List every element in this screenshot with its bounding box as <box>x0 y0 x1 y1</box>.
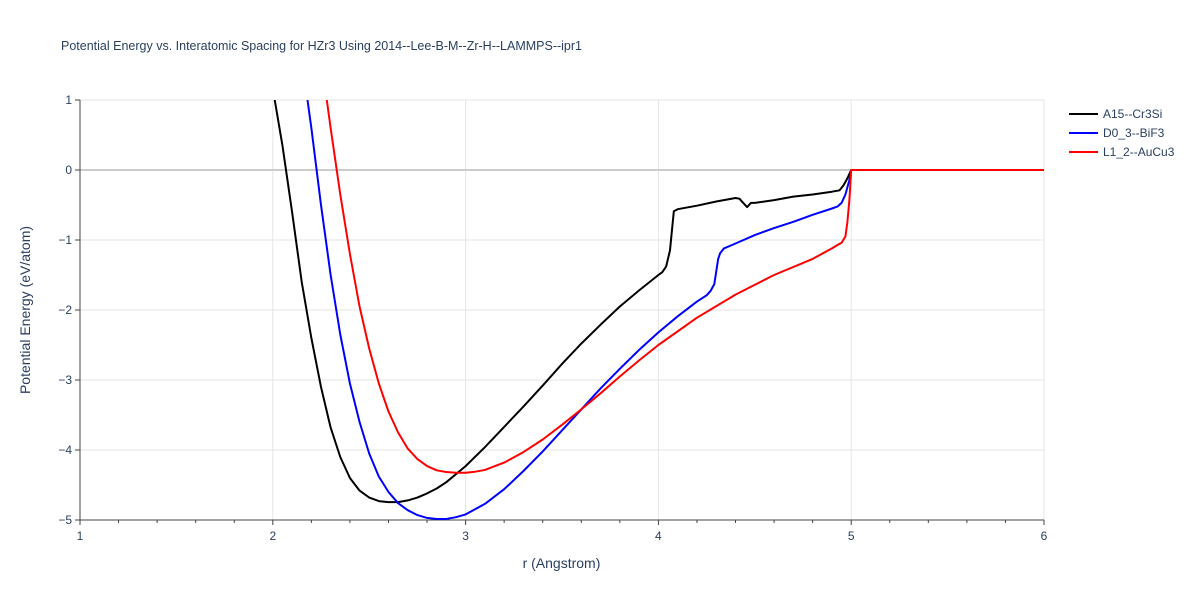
y-axis-label: Potential Energy (eV/atom) <box>17 226 33 394</box>
x-tick-label: 6 <box>1041 529 1048 543</box>
x-tick-label: 5 <box>848 529 855 543</box>
grid <box>75 99 1045 525</box>
legend-label: D0_3--BiF3 <box>1103 126 1165 140</box>
y-tick-label: −4 <box>58 443 72 457</box>
y-tick-label: −2 <box>58 303 72 317</box>
series-line-1 <box>273 100 1044 504</box>
x-axis-label: r (Angstrom) <box>523 555 601 571</box>
legend-item[interactable]: L1_2--AuCu3 <box>1069 145 1175 159</box>
legend-item[interactable]: D0_3--BiF3 <box>1069 126 1165 140</box>
plot-area <box>273 100 1044 520</box>
series-line-3 <box>325 100 1044 474</box>
y-tick-label: −3 <box>58 373 72 387</box>
legend-label: A15--Cr3Si <box>1103 107 1162 121</box>
x-tick-label: 1 <box>77 529 84 543</box>
legend-item[interactable]: A15--Cr3Si <box>1069 107 1162 121</box>
legend[interactable]: A15--Cr3Si D0_3--BiF3 L1_2--AuCu3 <box>1069 107 1175 159</box>
y-tick-label: −1 <box>58 233 72 247</box>
tick-labels: 1 2 3 4 5 6 1 0 −1 −2 −3 −4 −5 <box>58 93 1047 543</box>
y-tick-label: −5 <box>58 513 72 527</box>
y-tick-label: 0 <box>65 163 72 177</box>
x-tick-label: 4 <box>655 529 662 543</box>
x-tick-label: 3 <box>462 529 469 543</box>
y-tick-label: 1 <box>65 93 72 107</box>
chart-title: Potential Energy vs. Interatomic Spacing… <box>61 39 582 53</box>
series-line-2 <box>306 100 1044 520</box>
legend-label: L1_2--AuCu3 <box>1103 145 1175 159</box>
x-tick-label: 2 <box>269 529 276 543</box>
